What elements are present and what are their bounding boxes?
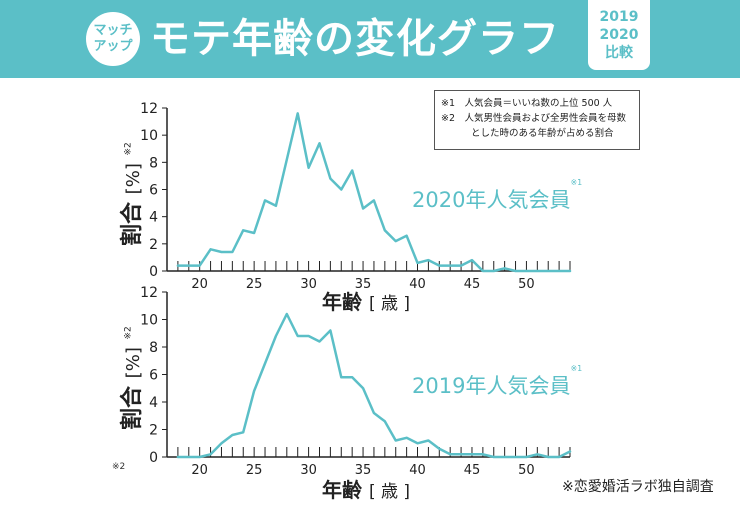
note-1: ※1 人気会員＝いいね数の上位 500 人 bbox=[441, 98, 613, 109]
x-tick-label-2019: 40 bbox=[409, 463, 426, 478]
series-label-text: 2019年人気会員 bbox=[412, 374, 571, 398]
y-tick-label-2019: 0 bbox=[149, 450, 158, 466]
x-tick-label-2019: 35 bbox=[355, 463, 372, 478]
x-tick-label-2020: 45 bbox=[464, 277, 481, 292]
x-tick-label-2019: 50 bbox=[518, 463, 535, 478]
y-axis-title-2020: 割合 [%] ※2 bbox=[114, 142, 146, 246]
y-tick-label-2020: 0 bbox=[149, 264, 158, 280]
x-tick-label-2020: 35 bbox=[355, 277, 372, 292]
y-title-note: ※2 bbox=[123, 326, 134, 340]
y-tick-label-2020: 10 bbox=[140, 128, 158, 144]
compare-label: 比較 bbox=[605, 45, 633, 61]
note-2b: とした時のある年齢が占める割合 bbox=[471, 128, 614, 139]
x-tick-label-2020: 25 bbox=[246, 277, 263, 292]
x-tick-label-2020: 30 bbox=[300, 277, 317, 292]
series-label-text: 2020年人気会員 bbox=[412, 188, 571, 212]
source-credit: ※恋愛婚活ラボ独自調査 bbox=[562, 479, 714, 495]
header-banner: マッチ アップ モテ年齢の変化グラフ 2019 2020 比較 bbox=[0, 0, 740, 78]
y-tick-label-2020: 2 bbox=[149, 237, 158, 253]
badge-line1: マッチ bbox=[93, 23, 133, 38]
y-tick-label-2020: 6 bbox=[149, 183, 158, 199]
y-tick-label-2020: 4 bbox=[149, 210, 158, 226]
note-2a: ※2 人気男性会員および全男性会員を母数 bbox=[441, 113, 627, 124]
badge-line2: アップ bbox=[93, 39, 133, 54]
y-tick-label-2019: 6 bbox=[149, 368, 158, 384]
y-tick-label-2020: 12 bbox=[140, 101, 158, 117]
series-label-note: ※1 bbox=[570, 178, 583, 187]
series-line-2020 bbox=[176, 112, 572, 273]
x-tick-label-2020: 50 bbox=[518, 277, 535, 292]
y-tick-label-2019: 4 bbox=[149, 395, 158, 411]
x-axis-title-2020: 年齢 [ 歳 ] bbox=[322, 286, 410, 315]
x-tick-label-2019: 20 bbox=[191, 463, 208, 478]
y-tick-label-2019: 12 bbox=[140, 285, 158, 301]
y-title-text: 割合 bbox=[120, 201, 145, 246]
x-tick-label-2019: 25 bbox=[246, 463, 263, 478]
page-title: モテ年齢の変化グラフ bbox=[150, 16, 560, 62]
x-title-unit: [ 歳 ] bbox=[368, 294, 411, 314]
year-compare-tag: 2019 2020 比較 bbox=[588, 0, 650, 70]
series-label-note: ※1 bbox=[570, 364, 583, 373]
y-tick-label-2019: 2 bbox=[149, 423, 158, 439]
y-axis-title-2019: 割合 [%] ※2 bbox=[114, 326, 146, 430]
x-tick-label-2020: 40 bbox=[409, 277, 426, 292]
y-title-unit: [%] bbox=[123, 163, 144, 195]
year-2020: 2020 bbox=[599, 27, 639, 43]
y-tick-label-2019: 10 bbox=[140, 313, 158, 329]
y-title-note: ※2 bbox=[123, 142, 134, 156]
y-tick-label-2020: 8 bbox=[149, 155, 158, 171]
x-tick-label-2019: 45 bbox=[464, 463, 481, 478]
y-title-text: 割合 bbox=[120, 385, 145, 430]
x-title-text: 年齢 bbox=[322, 478, 362, 502]
x-title-unit: [ 歳 ] bbox=[368, 482, 411, 502]
matchup-badge: マッチ アップ bbox=[86, 12, 140, 66]
y-tick-label-2019: 8 bbox=[149, 340, 158, 356]
y-title-unit: [%] bbox=[123, 347, 144, 379]
series-line-2019 bbox=[176, 312, 572, 459]
series-label-2020: 2020年人気会員※1 bbox=[412, 178, 582, 214]
x-tick-label-2019: 30 bbox=[300, 463, 317, 478]
notes-box: ※1 人気会員＝いいね数の上位 500 人 ※2 人気男性会員および全男性会員を… bbox=[434, 90, 640, 150]
x-title-text: 年齢 bbox=[322, 290, 362, 314]
x-axis-title-2019: 年齢 [ 歳 ] bbox=[322, 474, 410, 503]
x-tick-label-2020: 20 bbox=[191, 277, 208, 292]
year-2019: 2019 bbox=[599, 9, 639, 25]
footnote-mark: ※2 bbox=[112, 462, 126, 472]
series-label-2019: 2019年人気会員※1 bbox=[412, 364, 582, 400]
